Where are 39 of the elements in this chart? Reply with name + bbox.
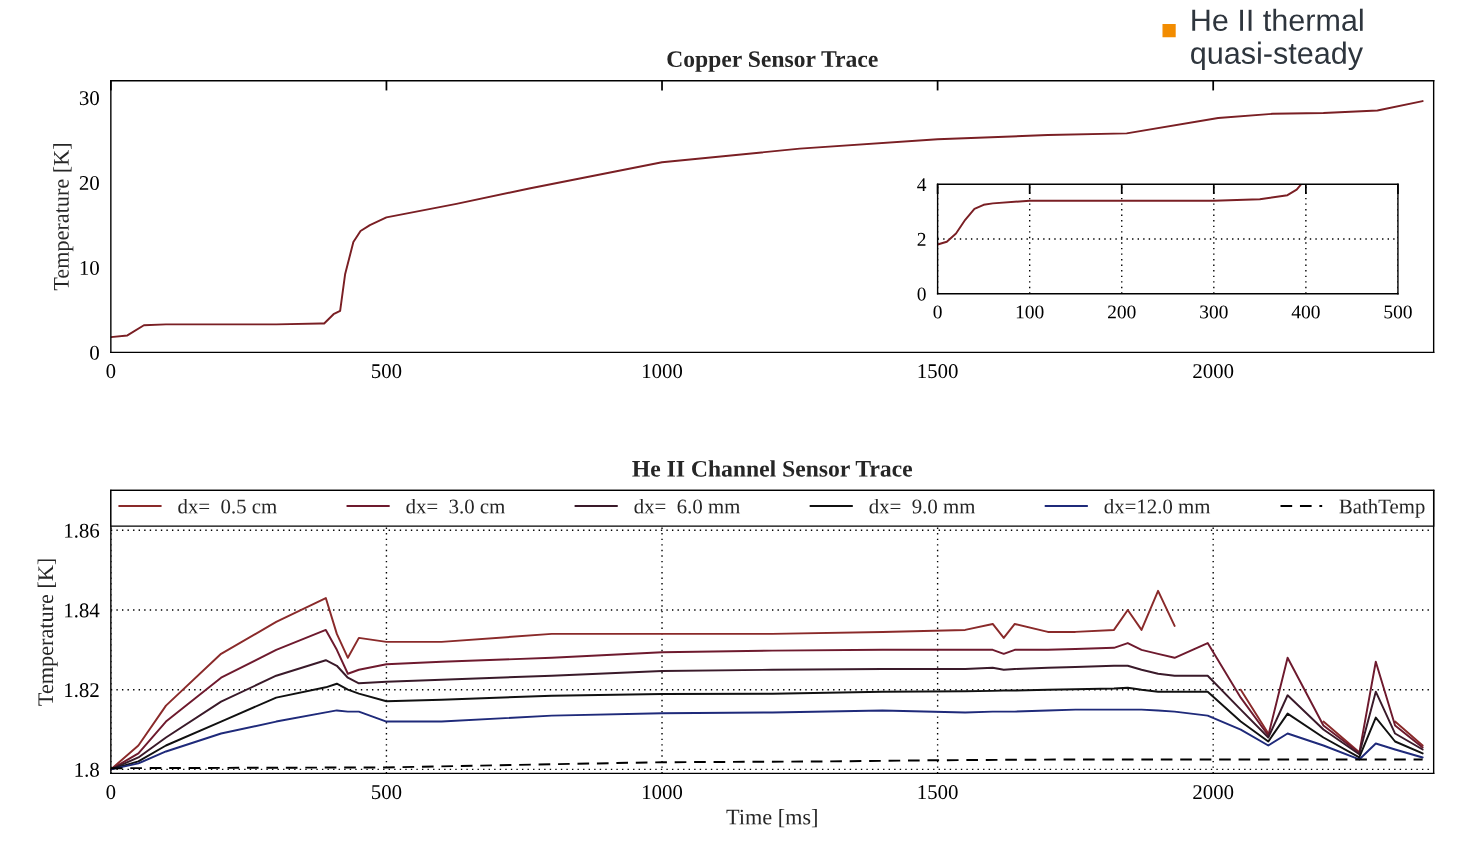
legend-label: dx= 9.0 mm — [869, 498, 976, 514]
x-tick-label: 300 — [1200, 305, 1228, 319]
y-tick-label: 1.86 — [65, 523, 100, 538]
x-tick-label: 0 — [933, 305, 942, 319]
y-tick-label: 1.82 — [65, 683, 99, 698]
legend-label: dx= 0.5 cm — [178, 498, 277, 514]
legend-label: dx= 6.0 mm — [634, 498, 741, 514]
x-tick-label: 1500 — [918, 785, 958, 800]
legend-label: BathTemp — [1339, 498, 1425, 518]
x-tick-label: 200 — [1108, 305, 1136, 319]
x-tick-label: 1500 — [918, 364, 958, 379]
x-tick-label: 2000 — [1193, 364, 1234, 379]
x-tick-label: 500 — [372, 364, 402, 379]
legend-label: dx=12.0 mm — [1104, 498, 1211, 514]
y-axis-title: Temperature [K] — [37, 559, 58, 706]
chart-title: Copper Sensor Trace — [667, 51, 878, 72]
y-axis-title: Temperature [K] — [53, 144, 74, 291]
x-tick-label: 0 — [106, 364, 116, 379]
text: He II thermal quasi-steady — [1191, 8, 1363, 71]
y-tick-label: 0 — [90, 345, 99, 360]
y-tick-label: 1.8 — [75, 762, 99, 777]
x-tick-label: 1000 — [643, 785, 683, 800]
x-tick-label: 2000 — [1193, 785, 1234, 800]
legend-label: dx= 3.0 cm — [406, 498, 505, 514]
y-tick-label: 20 — [79, 175, 99, 191]
y-tick-label: 0 — [917, 287, 926, 301]
y-tick-label: 30 — [79, 91, 99, 106]
x-tick-label: 1000 — [643, 364, 683, 379]
x-tick-label: 500 — [372, 785, 402, 800]
x-tick-label: 400 — [1291, 305, 1320, 319]
chart-title: He II Channel Sensor Trace — [632, 460, 913, 477]
x-tick-label: 100 — [1016, 305, 1044, 319]
x-tick-label: 0 — [106, 785, 116, 800]
x-axis-title: Time [ms] — [726, 808, 817, 828]
y-tick-label: 4 — [917, 178, 927, 191]
y-tick-label: 2 — [917, 232, 926, 246]
y-tick-label: 1.84 — [65, 603, 100, 618]
x-tick-label: 500 — [1384, 305, 1412, 319]
y-tick-label: 10 — [80, 260, 99, 275]
